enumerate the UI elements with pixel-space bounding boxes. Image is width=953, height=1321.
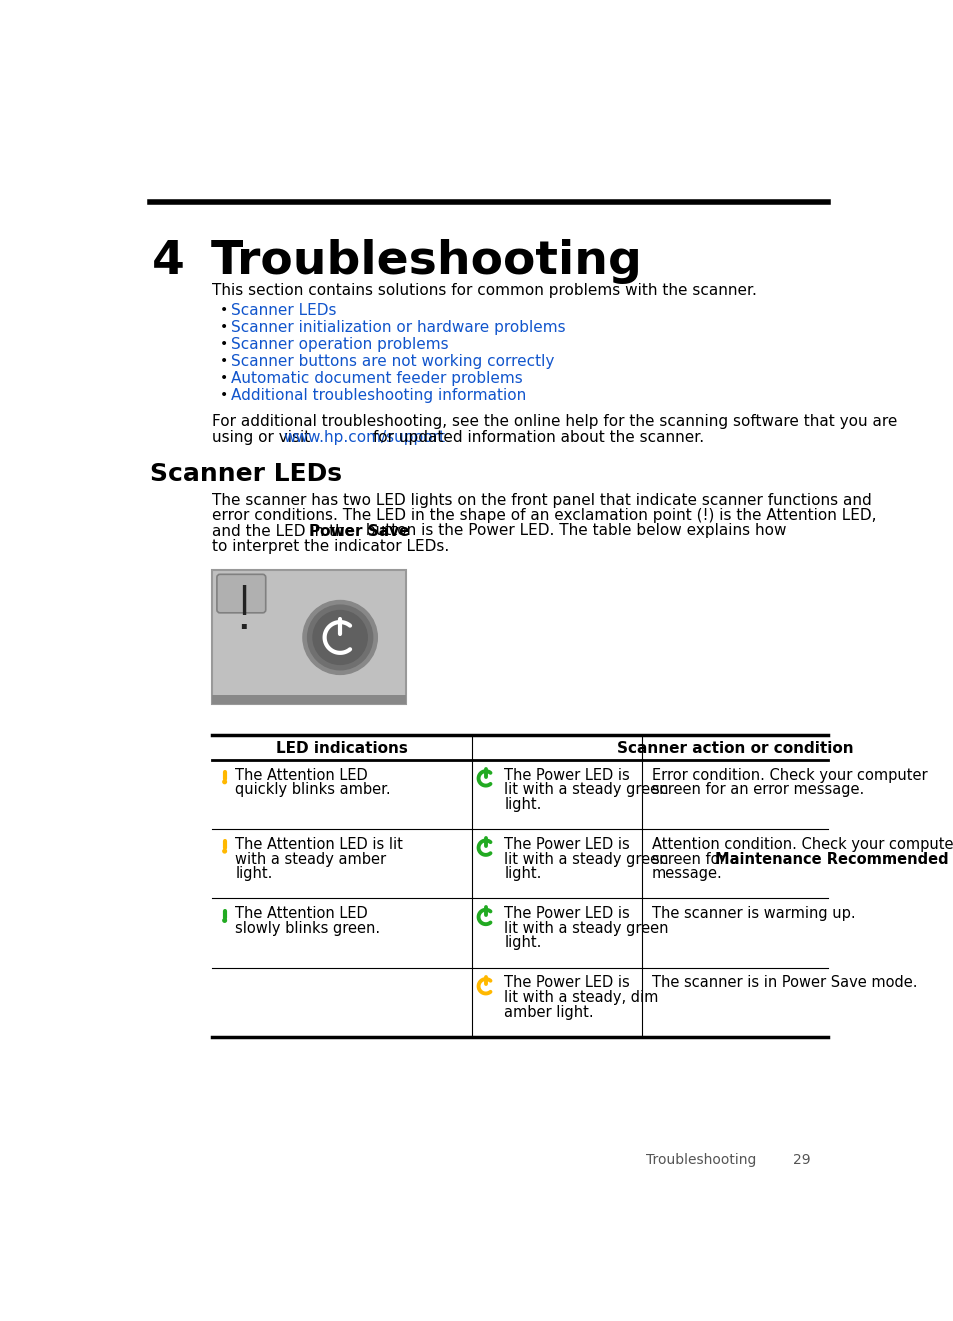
Text: error conditions. The LED in the shape of an exclamation point (!) is the Attent: error conditions. The LED in the shape o… [212, 509, 876, 523]
Text: message.: message. [651, 867, 721, 881]
Text: •: • [220, 354, 228, 369]
Text: LED indications: LED indications [275, 741, 408, 757]
Text: with a steady amber: with a steady amber [235, 852, 386, 867]
Text: slowly blinks green.: slowly blinks green. [235, 921, 380, 935]
FancyBboxPatch shape [212, 569, 406, 704]
Text: lit with a steady, dim: lit with a steady, dim [504, 991, 659, 1005]
Text: Scanner buttons are not working correctly: Scanner buttons are not working correctl… [231, 354, 554, 369]
Text: This section contains solutions for common problems with the scanner.: This section contains solutions for comm… [212, 283, 757, 299]
Circle shape [223, 849, 226, 853]
Text: amber light.: amber light. [504, 1005, 594, 1020]
Text: The scanner is warming up.: The scanner is warming up. [651, 906, 855, 921]
Text: lit with a steady green: lit with a steady green [504, 782, 668, 797]
Text: Troubleshooting: Troubleshooting [211, 239, 642, 284]
Text: •: • [220, 388, 228, 402]
Text: Automatic document feeder problems: Automatic document feeder problems [231, 371, 522, 386]
Text: www.hp.com/support: www.hp.com/support [283, 429, 444, 445]
Text: 4: 4 [152, 239, 185, 284]
Text: Scanner LEDs: Scanner LEDs [231, 304, 336, 318]
Text: using or visit: using or visit [212, 429, 315, 445]
Text: screen for a: screen for a [651, 852, 742, 867]
Text: The Power LED is: The Power LED is [504, 838, 630, 852]
Text: Scanner action or condition: Scanner action or condition [616, 741, 852, 757]
Text: •: • [220, 320, 228, 334]
Text: For additional troubleshooting, see the online help for the scanning software th: For additional troubleshooting, see the … [212, 415, 897, 429]
Text: |: | [237, 585, 249, 616]
Circle shape [223, 779, 226, 783]
Text: The Power LED is: The Power LED is [504, 975, 630, 991]
Text: 29: 29 [793, 1153, 810, 1168]
Text: The Attention LED is lit: The Attention LED is lit [235, 838, 403, 852]
Text: Scanner initialization or hardware problems: Scanner initialization or hardware probl… [231, 320, 565, 336]
Text: Scanner operation problems: Scanner operation problems [231, 337, 448, 353]
Text: quickly blinks amber.: quickly blinks amber. [235, 782, 391, 797]
Text: The scanner is in Power Save mode.: The scanner is in Power Save mode. [651, 975, 916, 991]
Text: Attention condition. Check your computer: Attention condition. Check your computer [651, 838, 953, 852]
Text: The Power LED is: The Power LED is [504, 768, 630, 782]
Bar [212, 695, 406, 704]
Text: light.: light. [504, 867, 541, 881]
Circle shape [223, 918, 226, 922]
Text: •: • [220, 337, 228, 351]
Text: lit with a steady green: lit with a steady green [504, 921, 668, 935]
Text: light.: light. [235, 867, 273, 881]
FancyBboxPatch shape [216, 575, 266, 613]
Text: button is the Power LED. The table below explains how: button is the Power LED. The table below… [360, 523, 785, 539]
Text: .: . [237, 606, 249, 634]
Text: Additional troubleshooting information: Additional troubleshooting information [231, 388, 525, 403]
Text: to interpret the indicator LEDs.: to interpret the indicator LEDs. [212, 539, 449, 553]
Circle shape [303, 601, 377, 675]
Circle shape [313, 610, 367, 664]
Text: •: • [220, 304, 228, 317]
Text: and the LED in the: and the LED in the [212, 523, 359, 539]
Text: The Attention LED: The Attention LED [235, 906, 368, 921]
Text: Maintenance Recommended: Maintenance Recommended [715, 852, 948, 867]
Text: screen for an error message.: screen for an error message. [651, 782, 863, 797]
Text: Scanner LEDs: Scanner LEDs [150, 462, 342, 486]
Text: Error condition. Check your computer: Error condition. Check your computer [651, 768, 926, 782]
Text: •: • [220, 371, 228, 384]
Text: lit with a steady green: lit with a steady green [504, 852, 668, 867]
Text: Troubleshooting: Troubleshooting [645, 1153, 756, 1168]
Text: The scanner has two LED lights on the front panel that indicate scanner function: The scanner has two LED lights on the fr… [212, 493, 871, 507]
Text: The Power LED is: The Power LED is [504, 906, 630, 921]
Text: light.: light. [504, 797, 541, 812]
Text: Power Save: Power Save [309, 523, 410, 539]
Text: light.: light. [504, 935, 541, 950]
Text: The Attention LED: The Attention LED [235, 768, 368, 782]
Circle shape [307, 605, 373, 670]
Text: for updated information about the scanner.: for updated information about the scanne… [367, 429, 703, 445]
